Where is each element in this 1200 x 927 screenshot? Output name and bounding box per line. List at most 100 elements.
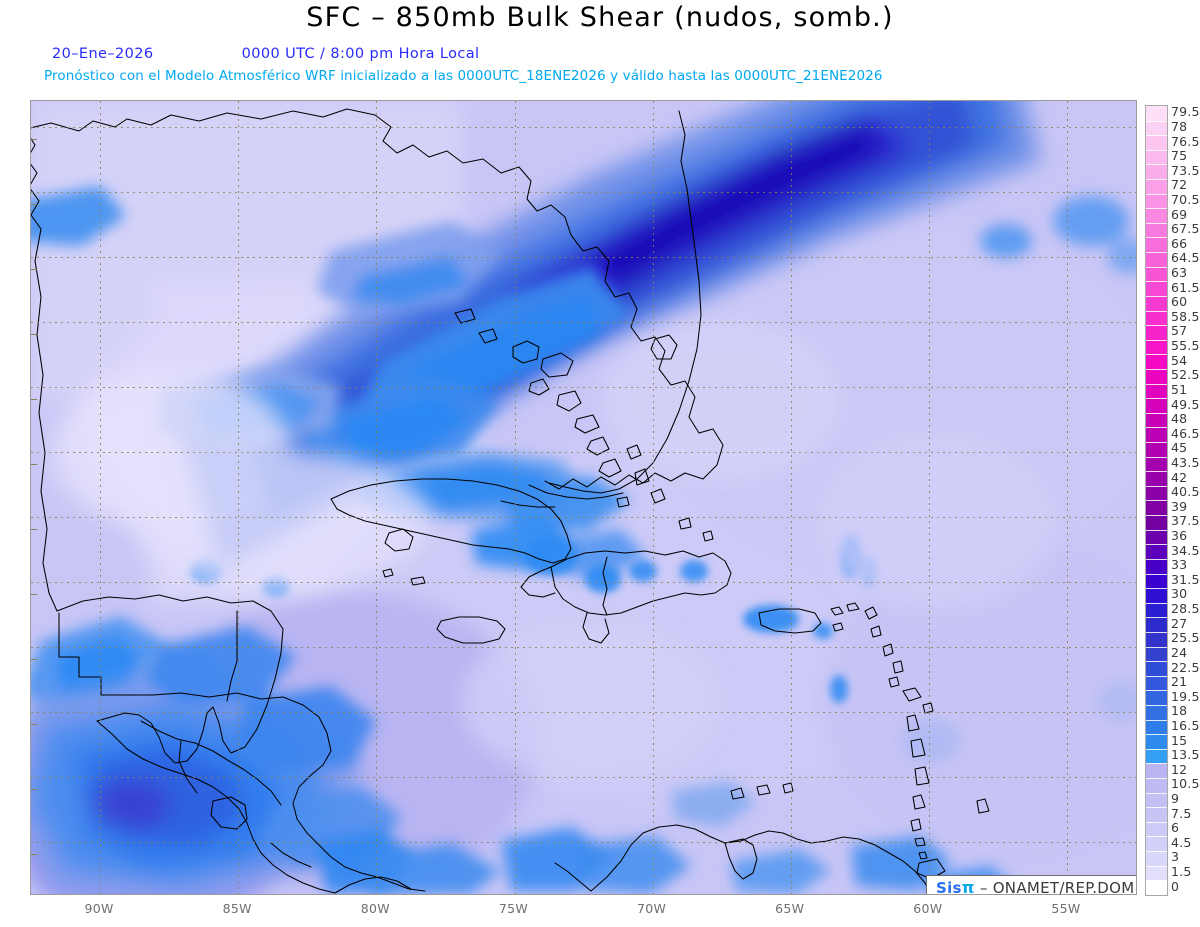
colorbar-tick-label: 75 [1171,148,1188,164]
attribution-badge: Sisπ – ONAMET/REP.DOM. [926,875,1137,895]
colorbar-tick-label: 40.5 [1171,484,1200,500]
colorbar-tick-label: 3 [1171,849,1180,865]
lat-tick-mark [31,399,37,400]
attribution-agency: – ONAMET/REP.DOM. [979,879,1137,895]
colorbar-tick-label: 12 [1171,761,1188,777]
map-plot-area[interactable]: Sisπ – ONAMET/REP.DOM. [30,100,1137,895]
colorbar-tick-label: 69 [1171,206,1188,222]
colorbar-swatch [1146,865,1167,881]
colorbar-tick-label: 0 [1171,878,1180,894]
colorbar-swatch [1146,631,1167,647]
colorbar-swatch [1146,602,1167,618]
colorbar-swatch [1146,617,1167,632]
colorbar-swatch [1146,851,1167,866]
colorbar-tick-label: 10.5 [1171,776,1200,792]
colorbar-swatch [1146,836,1167,852]
colorbar-swatch [1146,295,1167,311]
colorbar[interactable] [1145,105,1168,896]
lon-tick-label: 90W [84,901,114,916]
lon-tick-label: 65W [775,901,805,916]
colorbar-swatch [1146,237,1167,253]
forecast-time: 0000 UTC / 8:00 pm Hora Local [241,46,480,62]
lat-tick-mark [31,789,37,790]
colorbar-tick-label: 24 [1171,644,1188,660]
colorbar-swatch [1146,661,1167,676]
colorbar-swatch [1146,325,1167,340]
colorbar-tick-label: 28.5 [1171,601,1200,617]
colorbar-swatch [1146,164,1167,180]
lat-tick-mark [31,854,37,855]
colorbar-swatch [1146,120,1167,136]
colorbar-tick-label: 1.5 [1171,864,1192,880]
shear-shading-field [31,101,1136,894]
colorbar-tick-label: 4.5 [1171,834,1192,850]
colorbar-tick-label: 57 [1171,323,1188,339]
colorbar-swatch [1146,427,1167,443]
colorbar-tick-label: 36 [1171,528,1188,544]
colorbar-tick-label: 79.5 [1171,104,1200,120]
colorbar-tick-label: 45 [1171,440,1188,456]
colorbar-swatch [1146,529,1167,545]
colorbar-swatch [1146,690,1167,705]
colorbar-tick-label: 6 [1171,820,1180,836]
attribution-brand: Sis [936,879,962,895]
colorbar-swatch [1146,412,1167,428]
lat-tick-mark [31,724,37,725]
colorbar-swatch [1146,646,1167,662]
colorbar-swatch [1146,208,1167,223]
colorbar-swatch [1146,880,1167,895]
colorbar-swatch [1146,383,1167,399]
colorbar-tick-label: 19.5 [1171,688,1200,704]
page-title: SFC – 850mb Bulk Shear (nudos, somb.) [306,2,894,33]
colorbar-tick-label: 49.5 [1171,396,1200,412]
colorbar-swatch [1146,456,1167,472]
colorbar-swatch [1146,193,1167,209]
model-init-note: Pronóstico con el Modelo Atmosférico WRF… [44,68,883,84]
colorbar-tick-label: 30 [1171,586,1188,602]
colorbar-tick-label: 16.5 [1171,717,1200,733]
colorbar-swatch [1146,675,1167,691]
colorbar-tick-label: 22.5 [1171,659,1200,675]
colorbar-tick-label: 46.5 [1171,425,1200,441]
colorbar-swatch [1146,442,1167,457]
colorbar-swatch [1146,763,1167,779]
lat-tick-mark [31,204,37,205]
lat-tick-mark [31,139,37,140]
colorbar-swatch [1146,135,1167,150]
colorbar-tick-label: 60 [1171,294,1188,310]
colorbar-tick-label: 70.5 [1171,191,1200,207]
colorbar-tick-label: 61.5 [1171,279,1200,295]
colorbar-tick-label: 52.5 [1171,367,1200,383]
colorbar-tick-label: 25.5 [1171,630,1200,646]
colorbar-tick-label: 31.5 [1171,571,1200,587]
colorbar-tick-label: 33 [1171,557,1188,573]
colorbar-swatch [1146,179,1167,194]
colorbar-swatch [1146,807,1167,822]
colorbar-swatch [1146,149,1167,165]
colorbar-tick-label: 55.5 [1171,338,1200,354]
colorbar-swatch [1146,471,1167,486]
colorbar-swatch [1146,544,1167,559]
colorbar-swatch [1146,281,1167,296]
colorbar-swatch [1146,339,1167,355]
colorbar-tick-label: 13.5 [1171,747,1200,763]
colorbar-tick-label: 43.5 [1171,454,1200,470]
colorbar-tick-label: 42 [1171,469,1188,485]
colorbar-swatch [1146,266,1167,282]
colorbar-swatch [1146,792,1167,808]
colorbar-tick-label: 64.5 [1171,250,1200,266]
lon-tick-label: 80W [360,901,390,916]
colorbar-swatch [1146,252,1167,267]
colorbar-swatch [1146,704,1167,720]
colorbar-tick-label: 73.5 [1171,162,1200,178]
colorbar-tick-label: 27 [1171,615,1188,631]
colorbar-swatch [1146,222,1167,238]
lon-tick-label: 60W [913,901,943,916]
colorbar-tick-label: 15 [1171,732,1188,748]
lat-tick-mark [31,659,37,660]
lat-tick-mark [31,464,37,465]
colorbar-swatch [1146,558,1167,574]
lat-tick-mark [31,269,37,270]
pi-icon: π [961,878,975,895]
lat-tick-mark [31,594,37,595]
